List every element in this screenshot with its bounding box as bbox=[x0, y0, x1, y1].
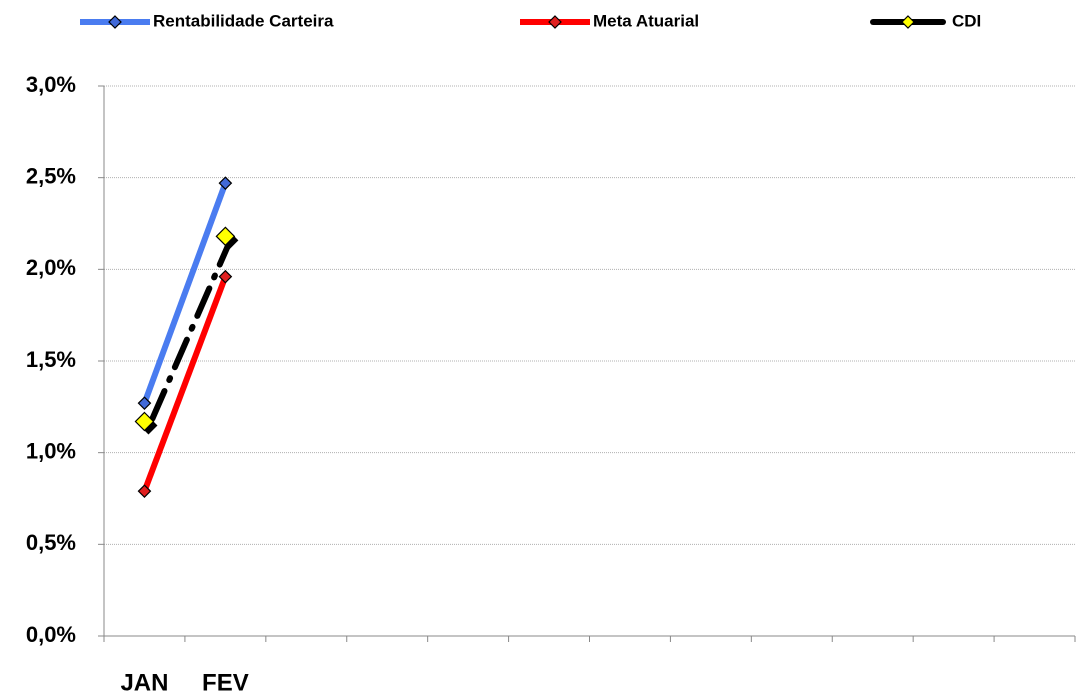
marker bbox=[218, 269, 233, 284]
legend-marker bbox=[548, 15, 562, 29]
legend-marker bbox=[108, 15, 122, 29]
y-tick-label: 1,0% bbox=[26, 438, 76, 463]
marker bbox=[218, 176, 233, 191]
y-tick-label: 2,5% bbox=[26, 163, 76, 188]
series-line bbox=[141, 182, 229, 405]
y-tick-label: 3,0% bbox=[26, 72, 76, 97]
marker bbox=[134, 411, 155, 432]
x-tick-label: FEV bbox=[202, 669, 249, 693]
legend-label: Rentabilidade Carteira bbox=[153, 11, 334, 30]
legend-marker bbox=[901, 15, 915, 29]
y-tick-label: 1,5% bbox=[26, 347, 76, 372]
marker bbox=[215, 226, 236, 247]
legend-label: Meta Atuarial bbox=[593, 11, 699, 30]
y-tick-label: 0,0% bbox=[26, 622, 76, 647]
marker bbox=[137, 396, 152, 411]
series-line bbox=[141, 275, 229, 493]
x-tick-label: JAN bbox=[120, 669, 168, 693]
marker bbox=[137, 484, 152, 499]
y-tick-label: 2,0% bbox=[26, 255, 76, 280]
series-line bbox=[149, 230, 237, 422]
y-tick-label: 0,5% bbox=[26, 530, 76, 555]
legend-label: CDI bbox=[952, 11, 981, 30]
